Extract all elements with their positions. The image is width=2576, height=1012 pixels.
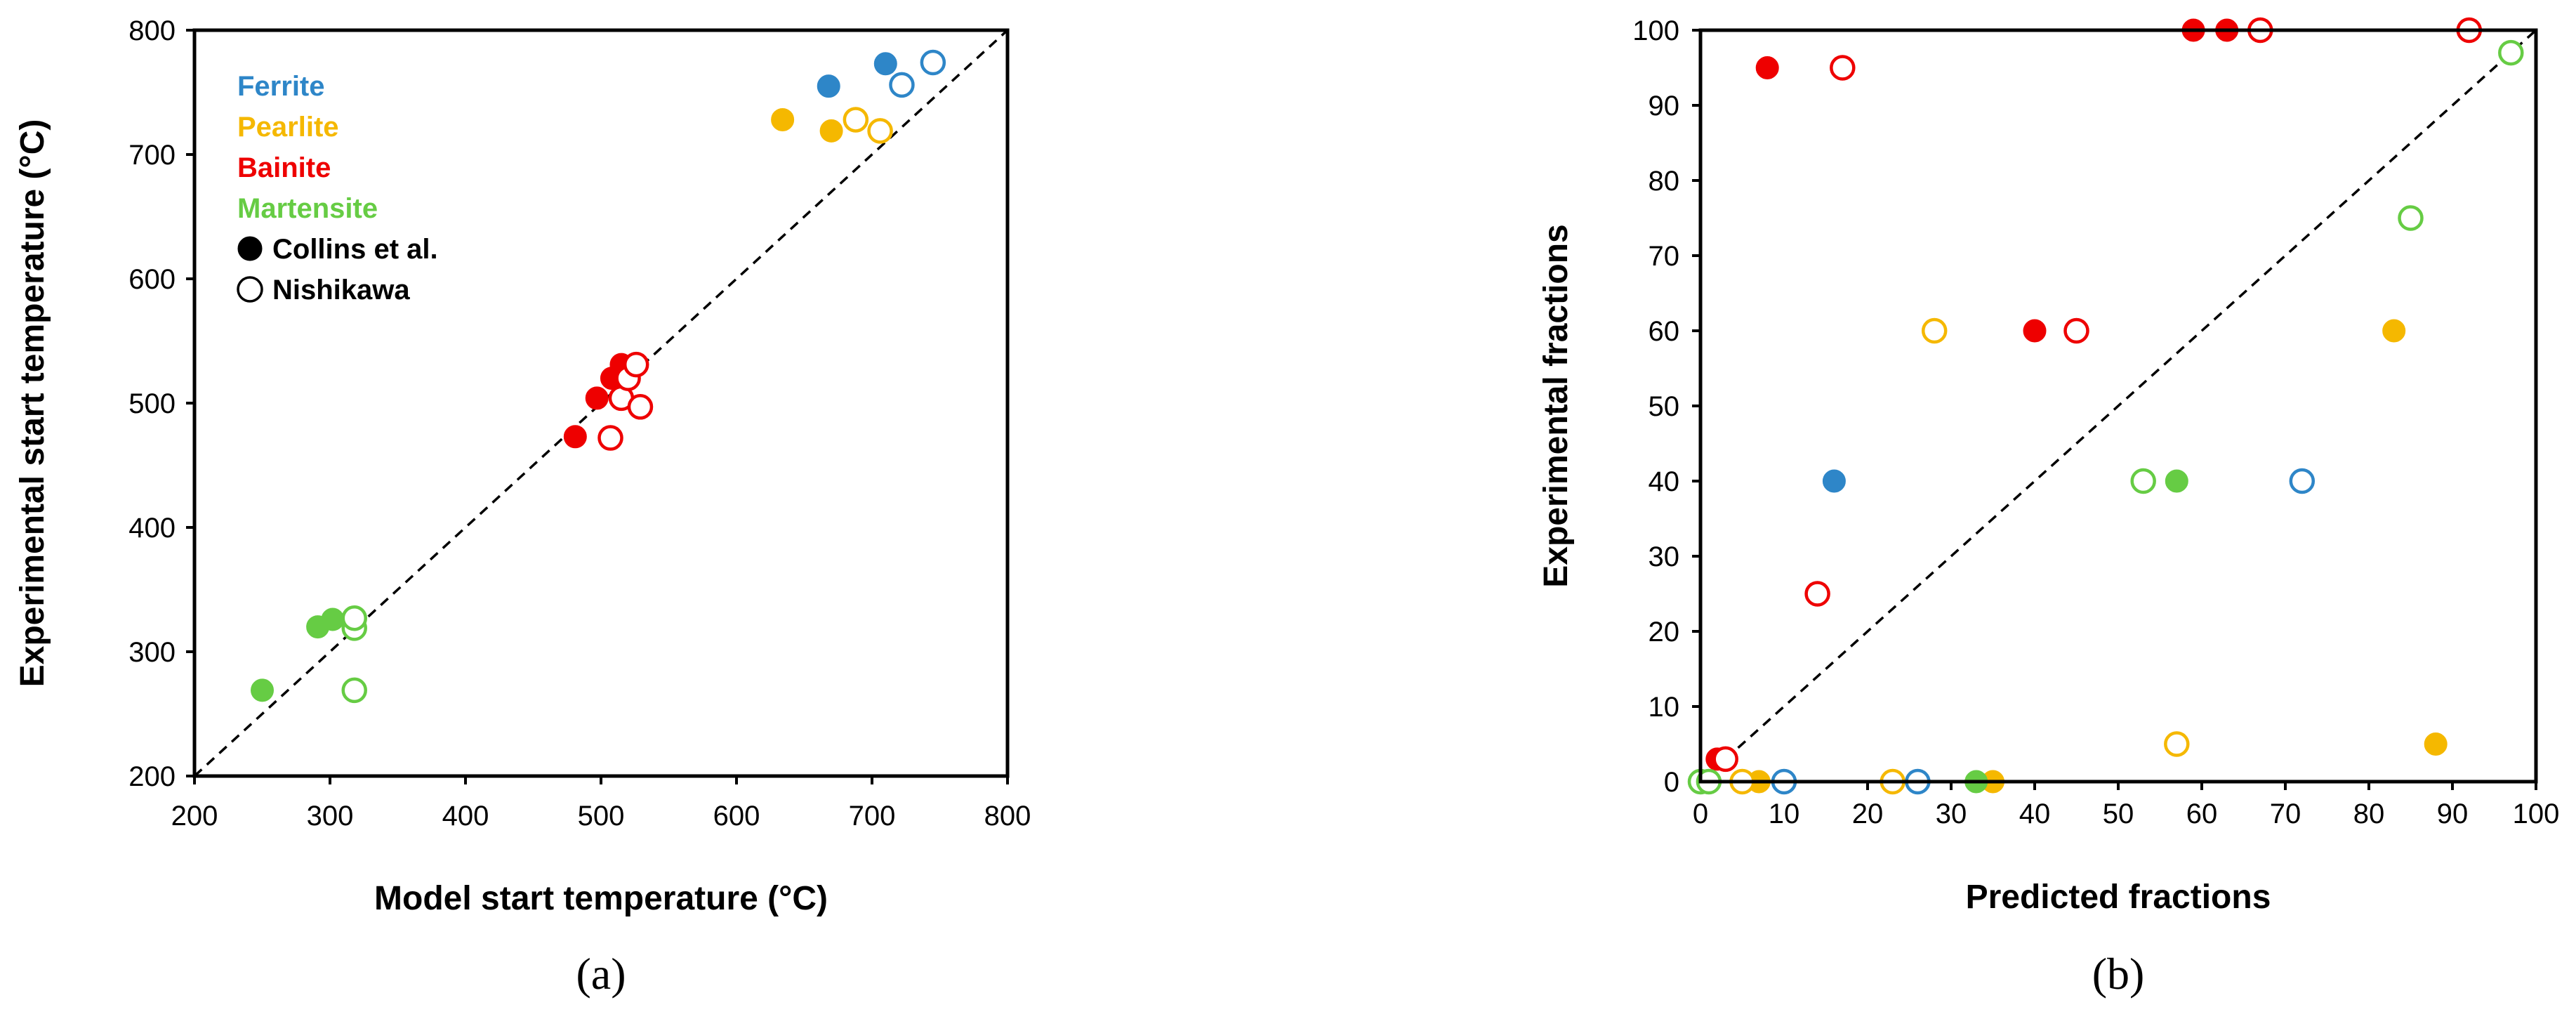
point-martensite-nishikawa xyxy=(2398,205,2424,231)
point-pearlite-nishikawa xyxy=(867,118,893,144)
y-axis-label: Experimental start temperature (°C) xyxy=(14,119,51,688)
x-tick-label: 300 xyxy=(307,801,354,832)
y-tick-label: 90 xyxy=(1649,91,1680,121)
point-martensite-collins xyxy=(2165,469,2188,493)
y-tick-label: 60 xyxy=(1649,316,1680,347)
legend-pearlite: Pearlite xyxy=(237,112,339,143)
y-tick-label: 100 xyxy=(1632,15,1679,46)
x-tick-label: 0 xyxy=(1693,799,1708,829)
plot-frame xyxy=(1698,28,2538,784)
point-bainite-nishikawa xyxy=(1804,581,1830,607)
point-bainite-collins xyxy=(1755,56,1779,79)
reference-line xyxy=(1699,29,2537,783)
point-pearlite-nishikawa xyxy=(843,107,869,133)
x-tick-label: 800 xyxy=(984,801,1031,832)
plot-frame xyxy=(192,28,1010,778)
x-tick-label: 500 xyxy=(578,801,625,832)
y-tick-label: 200 xyxy=(128,761,176,792)
x-axis-label: Model start temperature (°C) xyxy=(374,880,828,917)
point-martensite-nishikawa xyxy=(341,605,367,631)
point-bainite-nishikawa xyxy=(623,351,649,378)
legend-collins-et-al: Collins et al. xyxy=(272,234,438,265)
point-pearlite-collins xyxy=(2424,732,2448,756)
point-bainite-nishikawa xyxy=(1830,55,1856,81)
panel-label: (a) xyxy=(576,949,626,999)
y-tick-label: 300 xyxy=(128,637,176,668)
point-ferrite-nishikawa xyxy=(2289,468,2316,494)
y-tick-label: 20 xyxy=(1649,617,1680,648)
point-bainite-nishikawa xyxy=(1712,746,1738,773)
x-tick-label: 30 xyxy=(1936,799,1967,829)
y-tick-label: 80 xyxy=(1649,166,1680,197)
point-pearlite-nishikawa xyxy=(2164,731,2190,757)
x-tick-label: 40 xyxy=(2019,799,2051,829)
point-ferrite-collins xyxy=(817,74,840,98)
y-tick-label: 30 xyxy=(1649,541,1680,572)
legend-martensite: Martensite xyxy=(237,193,378,224)
point-martensite-nishikawa xyxy=(341,677,367,704)
point-ferrite-collins xyxy=(873,52,897,76)
x-tick-label: 200 xyxy=(171,801,218,832)
panel-label: (b) xyxy=(2092,949,2145,999)
x-tick-label: 20 xyxy=(1852,799,1884,829)
legend-nishikawa: Nishikawa xyxy=(272,275,410,305)
y-axis-label: Experimental fractions xyxy=(1538,224,1575,588)
panel-a-chart: 200 300 400 500 600 700 800 200 300 400 500 600 700 8… xyxy=(14,15,1031,999)
point-ferrite-collins xyxy=(1822,469,1846,493)
point-bainite-nishikawa xyxy=(597,425,623,451)
point-martensite-collins xyxy=(321,607,345,631)
point-pearlite-collins xyxy=(819,119,843,143)
point-ferrite-nishikawa xyxy=(889,72,915,98)
y-tick-label: 700 xyxy=(128,140,176,171)
point-bainite-collins xyxy=(585,386,609,410)
y-tick-label: 500 xyxy=(128,388,176,419)
reference-line xyxy=(193,29,1009,777)
panel-b-chart: 0 10 20 30 40 50 60 70 80 90 100 0 10 20 30 40 50 60 70 80 9… xyxy=(1538,15,2559,999)
x-tick-label: 600 xyxy=(713,801,760,832)
y-tick-label: 70 xyxy=(1649,241,1680,272)
point-pearlite-collins xyxy=(2382,319,2406,343)
point-bainite-collins xyxy=(2023,319,2047,343)
y-tick-label: 10 xyxy=(1649,692,1680,723)
x-tick-label: 80 xyxy=(2353,799,2385,829)
x-tick-label: 70 xyxy=(2270,799,2301,829)
y-tick-label: 800 xyxy=(128,15,176,46)
x-tick-label: 10 xyxy=(1769,799,1800,829)
point-martensite-nishikawa xyxy=(2130,468,2156,494)
legend-ferrite: Ferrite xyxy=(237,71,325,102)
point-ferrite-nishikawa xyxy=(920,49,946,76)
x-tick-label: 700 xyxy=(849,801,896,832)
point-martensite-collins xyxy=(251,678,274,702)
x-tick-label: 60 xyxy=(2186,799,2218,829)
y-tick-label: 0 xyxy=(1664,767,1679,798)
point-bainite-collins xyxy=(563,425,587,449)
point-pearlite-nishikawa xyxy=(1921,317,1948,344)
y-tick-label: 400 xyxy=(128,513,176,544)
x-tick-label: 90 xyxy=(2437,799,2469,829)
y-tick-label: 40 xyxy=(1649,466,1680,497)
y-tick-label: 50 xyxy=(1649,391,1680,422)
x-tick-label: 50 xyxy=(2103,799,2134,829)
x-tick-label: 100 xyxy=(2513,799,2560,829)
point-bainite-nishikawa xyxy=(2063,317,2089,344)
x-axis-label: Predicted fractions xyxy=(1966,879,2271,916)
x-tick-label: 400 xyxy=(442,801,489,832)
point-martensite-nishikawa xyxy=(2498,39,2524,66)
legend-marker-open xyxy=(237,276,263,303)
point-bainite-nishikawa xyxy=(627,394,654,420)
point-pearlite-collins xyxy=(771,107,795,131)
y-tick-label: 600 xyxy=(128,264,176,295)
legend-marker-filled xyxy=(237,236,263,261)
legend-bainite: Bainite xyxy=(237,152,331,183)
